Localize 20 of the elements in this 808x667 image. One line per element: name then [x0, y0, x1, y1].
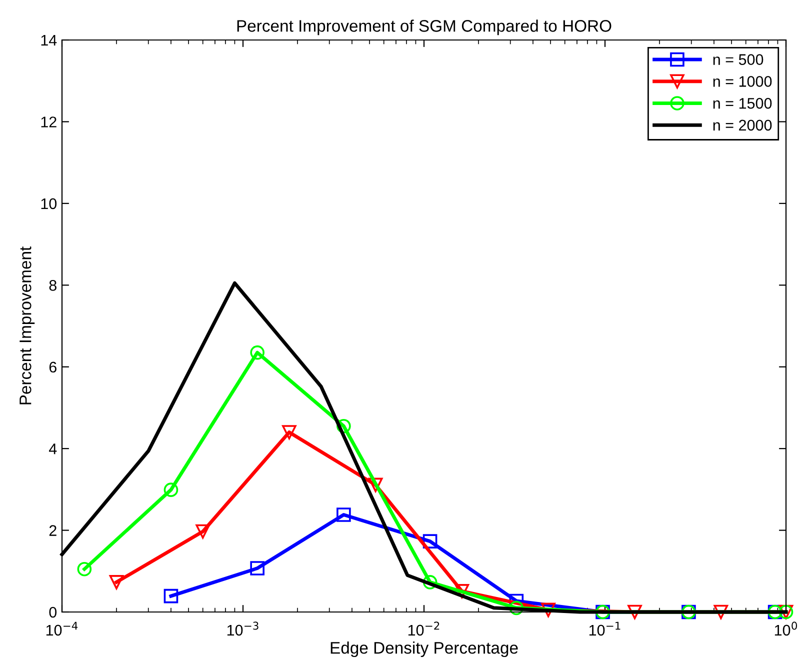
- x-tick-label: 10$^{−3}$: [227, 622, 258, 636]
- y-tick-label: 10: [41, 198, 57, 210]
- x-tick-label: 10$^{0}$: [774, 622, 798, 636]
- x-axis-title: Edge Density Percentage: [330, 642, 518, 658]
- x-tick-label: 10$^{−2}$: [408, 622, 440, 636]
- x-tick-label: 10$^{−1}$: [589, 622, 620, 636]
- legend-label: n = 1500: [713, 98, 772, 109]
- y-axis-title: Percent Improvement: [20, 246, 35, 404]
- y-tick-label: 2: [49, 525, 56, 536]
- legend-label: n = 500: [713, 54, 764, 65]
- y-tick-label: 0: [49, 606, 57, 618]
- y-tick-label: 12: [41, 116, 56, 128]
- y-tick-label: 6: [49, 362, 56, 373]
- chart-title: Percent Improvement of SGM Compared to HORO: [237, 20, 612, 36]
- legend-label: n = 2000: [713, 120, 772, 131]
- y-tick-label: 4: [48, 444, 57, 454]
- y-tick-label: 14: [41, 35, 57, 46]
- y-tick-label: 8: [49, 280, 56, 291]
- legend-label: n = 1000: [713, 76, 772, 87]
- x-tick-label: 10$^{−4}$: [46, 622, 78, 636]
